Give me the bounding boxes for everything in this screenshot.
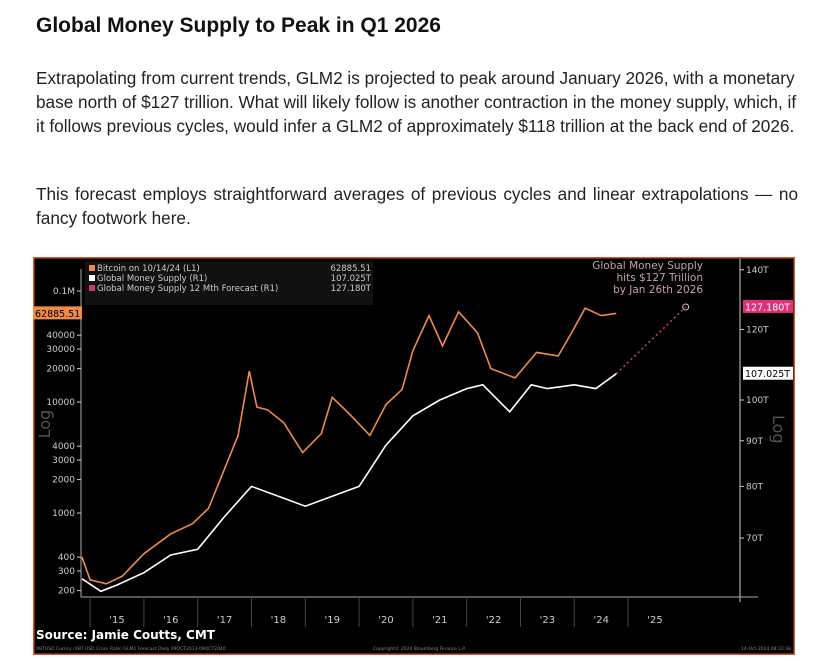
source-label: Source: Jamie Coutts, CMT <box>36 628 216 642</box>
paragraph: Extrapolating from current trends, GLM2 … <box>36 68 797 136</box>
legend-label: Bitcoin on 10/14/24 (L1) <box>97 264 200 274</box>
annotation-text: hits $127 Trillion <box>617 272 704 284</box>
footer-left: XBTUSD Curncy (XBT-USD Cross Rate) GLM2 … <box>36 646 226 652</box>
page-title: Global Money Supply to Peak in Q1 2026 <box>36 14 441 37</box>
right-tick-label: 100T <box>746 396 769 406</box>
legend-swatch <box>89 285 95 291</box>
paragraph: This forecast employs straightforward av… <box>36 184 798 228</box>
left-tick-label: 2000 <box>52 476 75 486</box>
x-tick-label: '22 <box>486 615 501 626</box>
bitcoin-value-label-bg <box>33 306 82 320</box>
legend-swatch <box>89 265 95 271</box>
footer-right: 14-Oct-2024 08:32:38 <box>741 646 791 652</box>
left-tick-label: 10000 <box>46 398 75 408</box>
legend-value: 107.025T <box>331 274 372 284</box>
legend-value: 62885.51 <box>330 264 371 274</box>
money-supply-value-label-bg <box>743 366 793 380</box>
right-tick-label: 80T <box>746 482 763 492</box>
right-tick-label: 90T <box>746 437 763 447</box>
left-tick-label: 300 <box>58 567 75 577</box>
chart: 0.1M 40000 30000 20000 10000 4000 3000 2000 1000… <box>33 257 795 655</box>
left-tick-label: 40000 <box>46 331 75 341</box>
x-tick-label: '15 <box>109 615 124 626</box>
x-tick-label: '17 <box>217 615 232 626</box>
left-tick-label: 1000 <box>52 509 75 519</box>
x-tick-label: '19 <box>324 615 339 626</box>
bitcoin-value-label: 62885.51 <box>35 309 80 320</box>
x-tick-label: '23 <box>540 615 555 626</box>
forecast-line <box>615 306 687 375</box>
x-tick-label: '20 <box>378 615 393 626</box>
legend-label: Global Money Supply (R1) <box>97 274 207 284</box>
right-tick-label: 70T <box>746 534 763 544</box>
annotation-text: by Jan 26th 2026 <box>613 284 703 296</box>
left-tick-label: 3000 <box>52 456 75 466</box>
annotation-text: Global Money Supply <box>592 260 703 272</box>
x-tick-label: '18 <box>271 615 286 626</box>
legend-box <box>85 261 373 305</box>
x-tick-label: '21 <box>432 615 447 626</box>
left-tick-label: 400 <box>58 553 75 563</box>
forecast-value-label: 127.180T <box>745 302 790 313</box>
x-tick-label: '25 <box>647 615 662 626</box>
right-tick-label: 140T <box>746 266 769 276</box>
footer-center: Copyright© 2024 Bloomberg Finance L.P. <box>373 645 466 652</box>
legend-label: Global Money Supply 12 Mth Forecast (R1) <box>97 284 278 294</box>
left-tick-label: 20000 <box>46 365 75 375</box>
forecast-value-label-bg <box>743 299 793 313</box>
legend-value: 127.180T <box>331 284 372 294</box>
x-tick-label: '16 <box>163 615 178 626</box>
right-tick-label: 120T <box>746 325 769 335</box>
chart-background <box>33 257 795 655</box>
legend-swatch <box>89 275 95 281</box>
money-supply-value-label: 107.025T <box>745 369 790 380</box>
left-tick-label: 30000 <box>46 345 75 355</box>
left-tick-label: 4000 <box>52 442 75 452</box>
money-supply-line <box>81 373 617 593</box>
left-axis-label: Log <box>35 410 54 439</box>
right-axis-label: Log <box>769 415 788 444</box>
forecast-end-marker <box>682 303 690 311</box>
bitcoin-line <box>81 307 617 585</box>
x-tick-label: '24 <box>593 615 608 626</box>
left-tick-label: 200 <box>58 587 75 597</box>
left-tick-label: 0.1M <box>53 287 75 297</box>
